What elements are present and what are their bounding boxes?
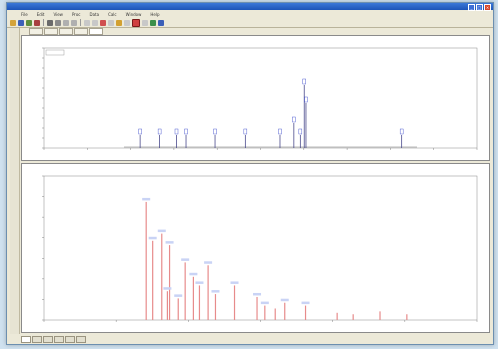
peak-label-marker [204,261,213,264]
bottom-spectrum-pane [21,163,490,333]
toolbar-separator [80,19,81,26]
peak-label-marker [292,116,296,123]
peak-label-marker [302,78,306,85]
peak-label-marker [298,128,303,135]
title-bar: _ □ × [7,3,493,11]
run-icon[interactable] [150,19,156,26]
menu-calc[interactable]: Calc [108,11,117,17]
bottom-tab[interactable] [54,336,64,343]
plot-area [43,47,478,149]
close-button[interactable]: × [484,4,491,11]
bottom-tab[interactable] [76,336,86,343]
bottom-tab[interactable] [43,336,53,343]
menu-bar: File Edit View Proc Data Calc Window Hel… [7,10,493,18]
undo-icon[interactable] [63,19,69,26]
peak-label-marker [163,287,172,290]
maximize-button[interactable]: □ [476,4,483,11]
document-tab[interactable] [59,28,73,35]
peak-label-marker [260,301,269,305]
peak-label-marker [278,128,282,135]
application-window: _ □ × File Edit View Proc Data Calc Wind… [6,2,494,345]
bottom-tabs [21,336,86,343]
open-icon[interactable] [10,19,16,26]
bottom-spectrum-chart [42,175,478,322]
peak-label-marker [211,290,220,293]
top-spectrum-pane [21,35,490,161]
peak-label-marker [243,128,248,135]
bottom-tab[interactable] [32,336,42,343]
stop-icon[interactable] [132,18,140,27]
peak-label-marker [142,197,151,201]
document-tab[interactable] [44,28,58,35]
zoom-out-icon[interactable] [92,19,98,26]
toolbar [7,18,493,28]
menu-file[interactable]: File [21,11,28,17]
peak-label-marker [174,128,179,135]
peak-label-marker [195,281,204,284]
cursor-icon[interactable] [108,19,114,26]
side-panel [10,28,20,334]
menu-edit[interactable]: Edit [36,11,45,17]
peak-label-marker [399,128,404,135]
legend-box [45,49,65,56]
top-spectrum-chart [42,47,478,150]
document-tabs [29,28,103,35]
peak-icon[interactable] [116,19,122,26]
peak-label-marker [304,96,308,103]
save-icon[interactable] [18,19,24,26]
scale-icon[interactable] [124,19,130,26]
peak-label-marker [189,272,198,276]
peak-label-marker [301,301,310,305]
menu-help[interactable]: Help [150,11,160,17]
peak-label-marker [157,229,166,233]
menu-view[interactable]: View [53,11,63,17]
peak-label-marker [230,281,239,284]
peak-label-marker [138,128,142,135]
menu-window[interactable]: Window [125,11,142,17]
toolbar-separator [43,19,44,26]
document-tab-active[interactable] [89,28,103,35]
menu-data[interactable]: Data [89,11,100,17]
window-controls: _ □ × [468,4,491,11]
grid-icon[interactable] [142,19,148,26]
print-icon[interactable] [26,19,32,26]
peak-label-marker [157,128,162,135]
document-tab[interactable] [74,28,88,35]
peak-label-marker [253,292,262,296]
redo-icon[interactable] [71,19,77,26]
marker-icon[interactable] [100,19,106,26]
bottom-tab[interactable] [65,336,75,343]
copy-icon[interactable] [47,19,53,26]
zoom-in-icon[interactable] [84,19,90,26]
cut-icon[interactable] [34,19,40,26]
peak-label-marker [148,236,157,240]
plot-area [43,175,478,321]
bottom-tab[interactable] [21,336,31,343]
minimize-button[interactable]: _ [468,4,475,11]
peak-label-marker [181,258,190,261]
document-tab[interactable] [29,28,43,35]
menu-proc[interactable]: Proc [71,11,81,17]
paste-icon[interactable] [55,19,61,26]
peak-label-marker [174,294,183,297]
peak-label-marker [184,128,188,135]
peak-label-marker [165,241,174,244]
peak-label-marker [213,128,217,135]
peak-label-marker [280,298,289,302]
settings-icon[interactable] [158,19,164,26]
